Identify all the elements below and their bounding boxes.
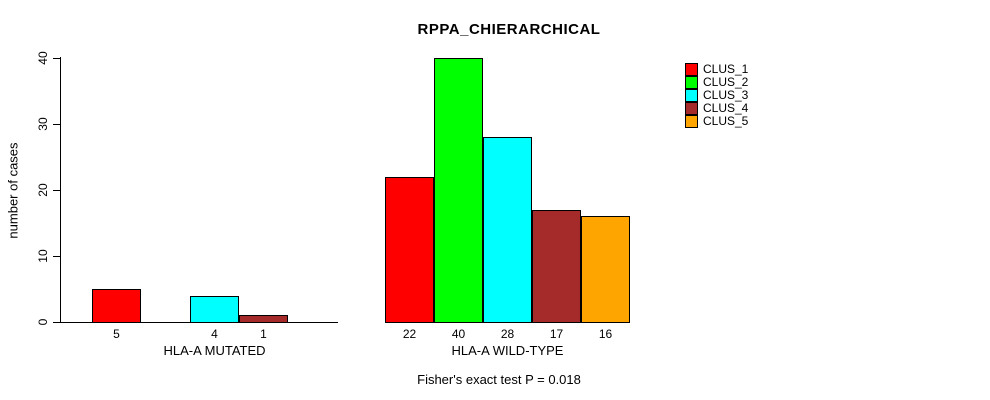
fisher-test-annotation: Fisher's exact test P = 0.018 <box>417 372 581 387</box>
bar-value-label: 22 <box>402 327 417 341</box>
legend-label-clus_5: CLUS_5 <box>703 114 749 128</box>
y-tick-mark <box>53 190 60 191</box>
bar-value-label: 28 <box>500 327 515 341</box>
bar-value-label: 1 <box>260 327 267 341</box>
y-tick-label: 30 <box>36 117 50 131</box>
legend-label-clus_1: CLUS_1 <box>703 62 749 76</box>
y-axis-title: number of cases <box>5 142 21 239</box>
bar-clus_1-mutated <box>92 289 141 323</box>
bar-value-label: 40 <box>451 327 466 341</box>
bar-clus_5-wildtype <box>581 216 630 323</box>
legend-swatch-clus_3 <box>685 89 698 102</box>
legend-swatch-clus_2 <box>685 76 698 89</box>
y-tick-label: 0 <box>36 318 50 326</box>
bar-clus_1-wildtype <box>385 176 434 323</box>
legend-swatch-clus_5 <box>685 115 698 128</box>
bar-value-label: 16 <box>598 327 613 341</box>
y-tick-label: 40 <box>36 51 50 65</box>
y-tick-label: 20 <box>36 183 50 197</box>
bar-clus_2-wildtype <box>434 58 483 323</box>
legend-swatch-clus_4 <box>685 102 698 115</box>
bar-clus_3-wildtype <box>483 137 532 323</box>
y-tick-mark <box>53 322 60 323</box>
bar-value-label: 5 <box>113 327 120 341</box>
chart-title: RPPA_CHIERARCHICAL <box>417 21 601 38</box>
group-label-wildtype: HLA-A WILD-TYPE <box>451 343 564 358</box>
legend-label-clus_3: CLUS_3 <box>703 88 749 102</box>
y-tick-label: 10 <box>36 249 50 263</box>
bar-value-label: 17 <box>549 327 564 341</box>
legend-swatch-clus_1 <box>685 63 698 76</box>
group-label-mutated: HLA-A MUTATED <box>163 343 266 358</box>
bar-clus_4-mutated <box>239 315 288 323</box>
bar-value-label: 4 <box>211 327 218 341</box>
legend-label-clus_4: CLUS_4 <box>703 101 749 115</box>
y-tick-mark <box>53 58 60 59</box>
y-tick-mark <box>53 256 60 257</box>
bar-clus_4-wildtype <box>532 209 581 323</box>
legend-label-clus_2: CLUS_2 <box>703 75 749 89</box>
y-axis-line <box>60 57 61 323</box>
bar-clus_3-mutated <box>190 295 239 323</box>
y-tick-mark <box>53 124 60 125</box>
